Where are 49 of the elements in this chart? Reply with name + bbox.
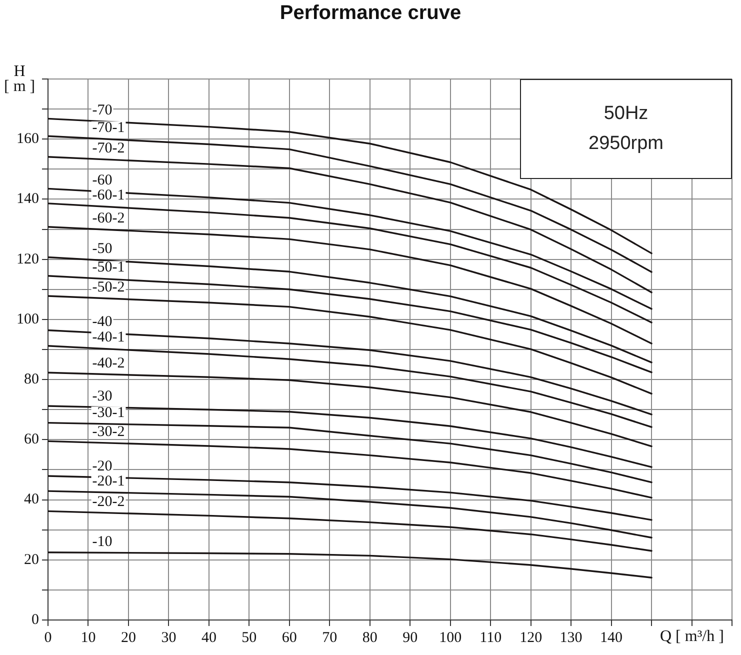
x-tick-label: 0: [44, 630, 52, 646]
series-label: -20: [92, 458, 112, 475]
series-label: -20-1: [92, 473, 125, 490]
series-label: -70-1: [92, 120, 125, 136]
series-label: -40-2: [92, 355, 125, 372]
x-tick-label: 110: [480, 630, 502, 646]
series-label: -70: [92, 102, 112, 118]
y-tick-label: 120: [16, 251, 39, 268]
y-tick-label: 100: [16, 311, 39, 328]
x-tick-label: 130: [560, 630, 582, 646]
y-tick-label: 20: [24, 552, 39, 568]
x-tick-label: 30: [161, 630, 176, 646]
series-label: -60-1: [92, 187, 125, 204]
y-tick-label: 40: [24, 492, 39, 508]
x-axis-title: Q [ m³/h ]: [660, 628, 724, 646]
x-tick-label: 20: [120, 630, 136, 646]
annotation: 2950rpm: [588, 132, 664, 156]
annotation: 50Hz: [604, 102, 648, 126]
y-tick-label: 60: [24, 432, 39, 448]
y-tick-label: 160: [16, 131, 39, 148]
series-label: -40: [92, 314, 112, 330]
series-label: -60-2: [92, 210, 125, 226]
x-tick-label: 140: [600, 630, 623, 646]
series-label: -60: [92, 172, 112, 189]
chart-title: Performance cruve: [278, 2, 462, 25]
info-box: 50Hz 2950rpm: [520, 79, 732, 179]
x-tick-label: 70: [322, 630, 338, 646]
series-label: -10: [92, 534, 112, 550]
series-label: -50: [92, 241, 112, 258]
series-label: -70-2: [92, 140, 125, 156]
series-label: -50-2: [92, 279, 125, 296]
x-tick-label: 10: [80, 630, 96, 646]
x-tick-label: 80: [362, 630, 378, 646]
x-tick-label: 100: [439, 630, 462, 646]
series-label: -30: [92, 388, 112, 404]
x-tick-label: 50: [242, 630, 257, 646]
x-tick-label: 40: [201, 630, 216, 646]
x-tick-label: 60: [282, 630, 297, 646]
series-label: -20-2: [92, 494, 125, 510]
series-label: -30-1: [92, 405, 125, 422]
series-label: -40-1: [92, 330, 125, 346]
y-tick-label: 80: [24, 371, 39, 388]
y-tick-label: 140: [16, 191, 39, 208]
series-label: -30-2: [92, 424, 125, 440]
y-tick-label: 0: [32, 612, 39, 628]
x-tick-label: 90: [402, 630, 418, 646]
x-tick-label: 120: [520, 630, 542, 646]
y-axis-title: H [ m ]: [4, 63, 36, 95]
series-label: -50-1: [92, 260, 125, 276]
